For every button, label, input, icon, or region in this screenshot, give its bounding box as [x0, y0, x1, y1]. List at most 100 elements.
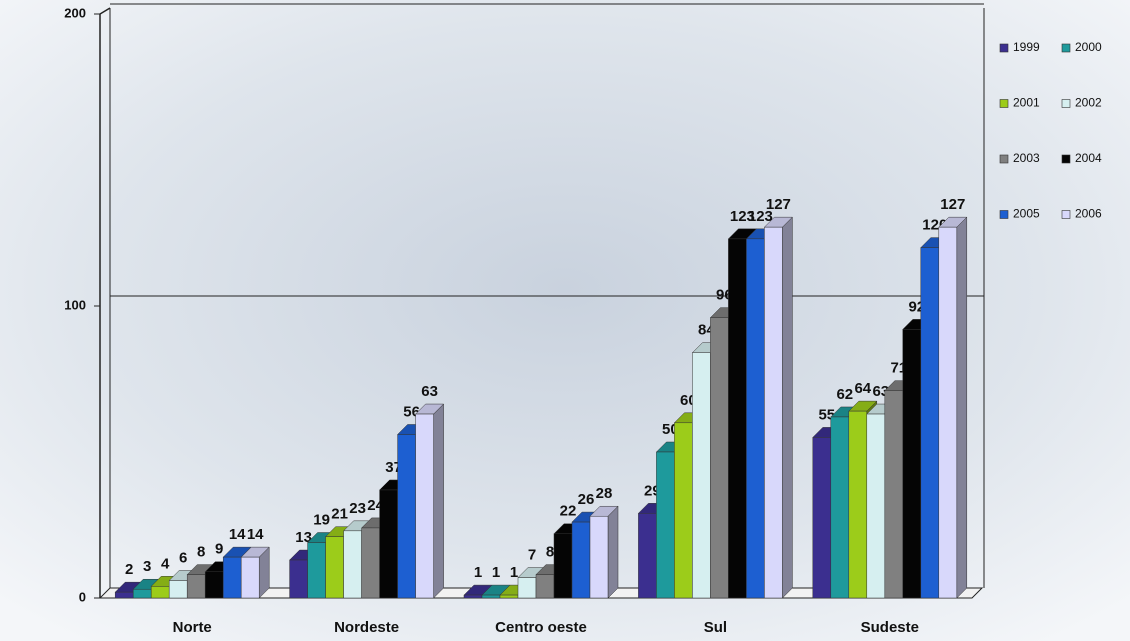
- legend-swatch: [1061, 154, 1071, 164]
- bar-front: [848, 410, 868, 599]
- value-label: 1: [474, 564, 482, 581]
- bar-front: [114, 591, 134, 599]
- bar-front: [397, 434, 416, 599]
- bar-front: [222, 556, 242, 599]
- bar: [938, 216, 968, 599]
- x-tick-label: Nordeste: [334, 619, 399, 636]
- bar-front: [186, 574, 206, 599]
- bar-front: [325, 536, 344, 599]
- value-label: 14: [247, 526, 264, 543]
- y-tick-label: 0: [79, 589, 86, 604]
- legend-label: 2006: [1075, 207, 1102, 221]
- bar-front: [307, 542, 326, 599]
- value-label: 4: [161, 555, 170, 572]
- value-label: 3: [143, 558, 151, 575]
- bar: [589, 505, 619, 599]
- value-label: 28: [596, 485, 613, 502]
- bar-front: [132, 588, 152, 599]
- bar-front: [361, 527, 380, 599]
- x-tick-label: Sul: [704, 619, 727, 636]
- bar-front: [830, 416, 850, 599]
- bar-front: [150, 586, 170, 599]
- legend-swatch: [999, 43, 1009, 53]
- bar-front: [571, 521, 591, 599]
- value-label: 21: [331, 506, 348, 523]
- legend-label: 1999: [1013, 40, 1040, 54]
- bar-front: [638, 513, 657, 599]
- bar: [763, 216, 794, 599]
- legend-label: 2004: [1075, 151, 1102, 165]
- bar-front: [553, 533, 573, 599]
- value-label: 19: [313, 511, 330, 528]
- bar-front: [589, 515, 609, 599]
- legend-swatch: [999, 99, 1009, 108]
- bar-front: [938, 226, 958, 599]
- value-label: 127: [940, 196, 965, 213]
- value-label: 9: [215, 541, 223, 558]
- bar-front: [499, 594, 519, 599]
- value-label: 64: [854, 380, 871, 397]
- x-tick-label: Norte: [173, 619, 212, 636]
- bar-front: [517, 577, 537, 599]
- bar-side: [956, 216, 968, 599]
- legend-swatch: [999, 154, 1009, 164]
- bar-front: [764, 226, 783, 599]
- bar-front: [812, 437, 832, 599]
- legend-swatch: [1061, 210, 1071, 219]
- value-label: 6: [179, 549, 187, 566]
- bar-front: [920, 247, 940, 599]
- bar: [240, 546, 270, 599]
- legend-label: 2001: [1013, 96, 1040, 110]
- value-label: 127: [766, 196, 791, 213]
- y-tick-label: 200: [64, 5, 86, 20]
- bar-front: [379, 489, 398, 599]
- value-label: 62: [836, 386, 853, 403]
- value-label: 1: [510, 564, 518, 581]
- bar-front: [884, 390, 904, 599]
- legend-swatch: [1061, 43, 1071, 53]
- x-tick-label: Sudeste: [861, 619, 919, 636]
- legend-label: 2003: [1013, 151, 1040, 165]
- value-label: 14: [229, 526, 246, 543]
- bar-front: [343, 530, 362, 599]
- value-label: 123: [730, 208, 755, 225]
- bar-side: [433, 403, 444, 599]
- bar-front: [204, 571, 224, 599]
- legend-swatch: [1061, 99, 1071, 108]
- value-label: 1: [492, 564, 500, 581]
- bar-front: [289, 559, 308, 599]
- legend-label: 2000: [1075, 40, 1102, 54]
- bar-front: [168, 580, 188, 599]
- value-label: 7: [528, 547, 536, 564]
- bar-front: [656, 451, 675, 599]
- legend-label: 2002: [1075, 96, 1102, 110]
- bar-front: [692, 352, 711, 599]
- x-tick-label: Centro oeste: [495, 619, 587, 636]
- bar-side: [607, 505, 619, 599]
- bar-front: [710, 317, 729, 599]
- legend-swatch: [999, 210, 1009, 219]
- bar-front: [674, 422, 693, 599]
- y-tick-label: 100: [64, 297, 86, 312]
- bar-front: [463, 594, 483, 599]
- bar-front: [746, 238, 765, 599]
- bar-front: [902, 329, 922, 599]
- bar-front: [728, 238, 747, 599]
- legend-label: 2005: [1013, 207, 1040, 221]
- value-label: 123: [748, 208, 773, 225]
- bar: [414, 403, 445, 599]
- bar-front: [415, 413, 434, 599]
- bar-front: [866, 413, 886, 599]
- value-label: 2: [125, 561, 133, 578]
- bar-front: [240, 556, 260, 599]
- value-label: 26: [578, 491, 595, 508]
- value-label: 13: [295, 529, 312, 546]
- value-label: 23: [349, 500, 366, 517]
- bar-front: [481, 594, 501, 599]
- value-label: 8: [197, 544, 205, 561]
- value-label: 8: [546, 544, 554, 561]
- value-label: 22: [560, 503, 577, 520]
- bar-side: [782, 216, 793, 599]
- bar-front: [535, 574, 555, 599]
